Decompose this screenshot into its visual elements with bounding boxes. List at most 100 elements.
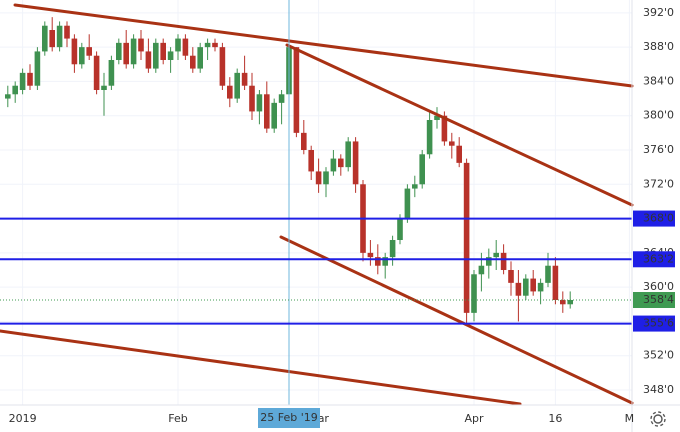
axes: 348'0352'0356'0360'0364'0368'0372'0376'0… bbox=[9, 6, 675, 428]
candle-body bbox=[219, 47, 226, 86]
candle-body bbox=[64, 25, 70, 39]
y-tick-label: 352'0 bbox=[643, 349, 674, 362]
candle-body bbox=[315, 171, 322, 185]
candle-body bbox=[478, 265, 485, 275]
candle-body bbox=[434, 115, 440, 120]
candle-body bbox=[471, 274, 477, 313]
trend-line bbox=[285, 43, 634, 207]
candle-body bbox=[537, 282, 544, 292]
candle-body bbox=[493, 252, 499, 258]
candle-body bbox=[271, 102, 277, 129]
candle-body bbox=[552, 265, 559, 300]
candle-body bbox=[93, 55, 100, 90]
candle-body bbox=[412, 184, 418, 189]
candle-body bbox=[86, 47, 92, 56]
candle-body bbox=[338, 158, 344, 168]
candle-body bbox=[345, 141, 351, 168]
candle-body bbox=[49, 30, 55, 48]
price-label-box bbox=[633, 292, 675, 308]
candle-body bbox=[130, 38, 137, 65]
candle-body bbox=[5, 94, 11, 99]
candle-body bbox=[419, 154, 425, 185]
x-tick-label: M bbox=[625, 412, 635, 425]
price-label-box bbox=[633, 210, 675, 227]
y-tick-label: 372'0 bbox=[643, 177, 674, 190]
candle-body bbox=[404, 188, 411, 219]
candle-body bbox=[523, 278, 529, 296]
candle-body bbox=[426, 120, 433, 155]
candle-body bbox=[463, 162, 470, 313]
candle-body bbox=[42, 25, 48, 52]
trend-lines bbox=[0, 3, 634, 406]
y-tick-label: 348'0 bbox=[643, 383, 674, 396]
candle-body bbox=[234, 72, 240, 99]
y-tick-label: 360'0 bbox=[643, 280, 674, 293]
trend-line bbox=[0, 329, 522, 406]
candle-body bbox=[278, 94, 285, 103]
x-tick-label: 16 bbox=[548, 412, 562, 425]
candle-body bbox=[249, 85, 255, 112]
candle-body bbox=[138, 38, 144, 52]
candle-body bbox=[367, 252, 374, 258]
candle-body bbox=[160, 42, 166, 60]
last-price-label: 358'4 bbox=[643, 293, 674, 306]
gear-teeth bbox=[650, 411, 666, 427]
price-label-box bbox=[633, 251, 675, 268]
candle-body bbox=[389, 240, 396, 258]
candle-body bbox=[19, 72, 26, 90]
crosshair-label-box bbox=[258, 408, 320, 428]
trend-line bbox=[279, 235, 634, 405]
candle-body bbox=[153, 42, 159, 69]
candle-body bbox=[227, 85, 233, 99]
candle-body bbox=[330, 158, 337, 172]
candle-body bbox=[486, 257, 492, 266]
y-tick-label: 376'0 bbox=[643, 143, 674, 156]
gear-hub bbox=[653, 414, 663, 424]
candle-body bbox=[212, 42, 218, 48]
candle-body bbox=[264, 94, 270, 129]
candle-body bbox=[301, 132, 307, 150]
trend-line bbox=[13, 3, 634, 88]
candle-body bbox=[27, 72, 33, 86]
x-tick-label: Apr bbox=[464, 412, 484, 425]
y-tick-label: 392'0 bbox=[643, 6, 674, 19]
overlay bbox=[0, 0, 632, 405]
candle-body bbox=[204, 42, 211, 48]
candle-body bbox=[508, 270, 514, 283]
candle-body bbox=[123, 42, 129, 65]
candle-body bbox=[397, 218, 403, 240]
candle-body bbox=[500, 252, 507, 270]
candle-body bbox=[567, 300, 573, 305]
candle-body bbox=[545, 265, 551, 283]
candle-body bbox=[116, 42, 122, 60]
candle-body bbox=[308, 150, 314, 172]
price-label-box bbox=[633, 315, 675, 332]
candle-body bbox=[449, 141, 455, 146]
candle-body bbox=[441, 115, 448, 142]
candle-body bbox=[515, 282, 522, 296]
candle-body bbox=[145, 51, 152, 69]
crosshair-label: 25 Feb '19 bbox=[260, 411, 318, 424]
x-tick-label: Feb bbox=[168, 412, 187, 425]
candle-body bbox=[167, 51, 174, 60]
candle-body bbox=[375, 257, 381, 266]
candle-body bbox=[256, 94, 263, 112]
candle-body bbox=[241, 72, 248, 86]
candle-body bbox=[456, 145, 462, 163]
settings-button[interactable] bbox=[650, 411, 666, 427]
y-tick-label: 384'0 bbox=[643, 74, 674, 87]
candle-body bbox=[197, 47, 203, 69]
candle-body bbox=[56, 25, 63, 48]
candle-body bbox=[352, 141, 359, 185]
candle-body bbox=[34, 51, 41, 86]
candle-body bbox=[71, 38, 78, 65]
candle-body bbox=[190, 55, 196, 69]
candle-body bbox=[560, 300, 566, 305]
candle-body bbox=[79, 47, 85, 65]
candle-body bbox=[382, 257, 388, 266]
candle-body bbox=[293, 47, 300, 133]
candle-body bbox=[530, 278, 536, 292]
price-label: 363'2 bbox=[643, 252, 674, 265]
